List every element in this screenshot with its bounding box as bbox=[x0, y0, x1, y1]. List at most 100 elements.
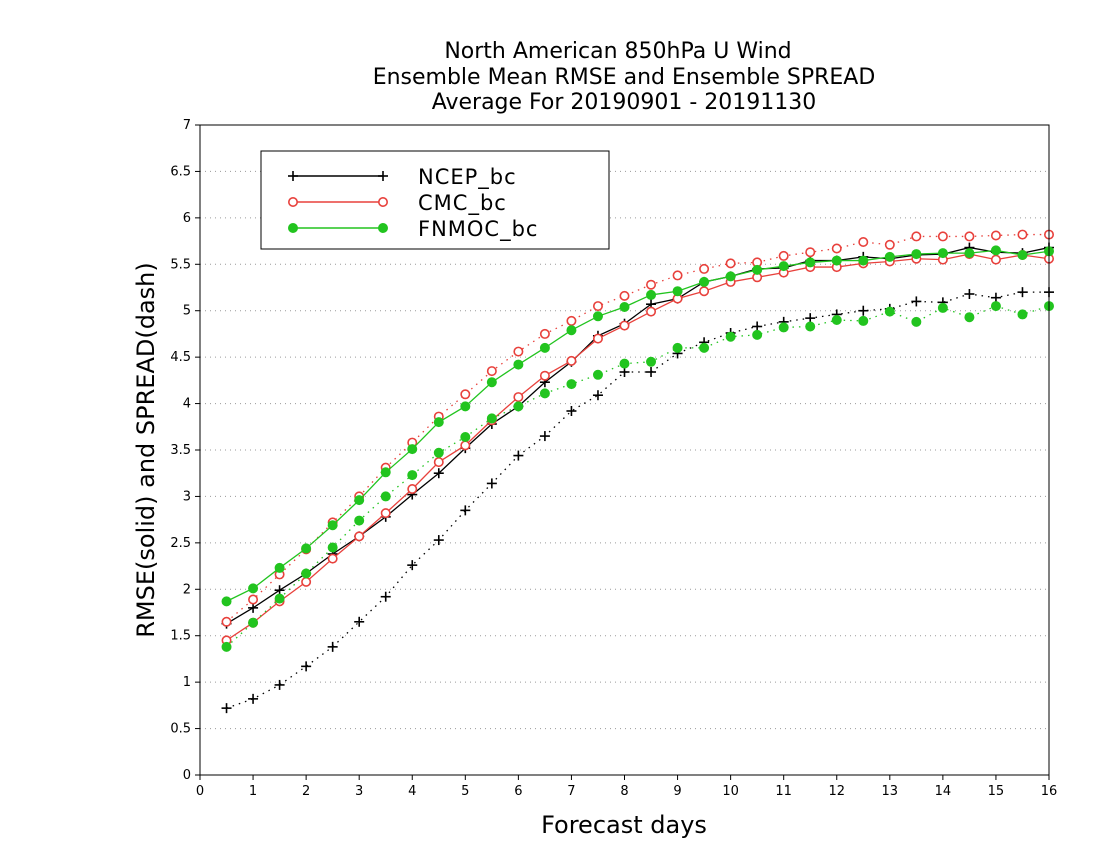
point-cmc-bc-rmse bbox=[990, 254, 1001, 265]
point-fnmoc-bc-rmse bbox=[646, 289, 657, 300]
point-fnmoc-bc-spread bbox=[646, 356, 657, 367]
point-fnmoc-bc-rmse bbox=[460, 401, 471, 412]
y-tick-label: 1.5 bbox=[170, 629, 191, 644]
point-fnmoc-bc-rmse bbox=[911, 249, 922, 260]
y-tick-label: 5.5 bbox=[170, 257, 191, 272]
point-cmc-bc-rmse bbox=[354, 531, 365, 542]
y-tick-label: 5 bbox=[183, 304, 191, 319]
point-fnmoc-bc-rmse bbox=[990, 245, 1001, 256]
x-tick-label: 0 bbox=[196, 784, 204, 799]
point-cmc-bc-spread bbox=[486, 366, 497, 377]
point-cmc-bc-rmse bbox=[407, 483, 418, 494]
point-fnmoc-bc-spread bbox=[672, 342, 683, 353]
point-fnmoc-bc-spread bbox=[619, 358, 630, 369]
point-ncep-bc-spread bbox=[248, 693, 259, 704]
point-fnmoc-bc-spread bbox=[911, 316, 922, 327]
y-tick-label: 7 bbox=[183, 118, 191, 133]
point-cmc-bc-spread bbox=[1017, 229, 1028, 240]
point-cmc-bc-spread bbox=[699, 263, 710, 274]
point-fnmoc-bc-spread bbox=[274, 593, 285, 604]
point-fnmoc-bc-rmse bbox=[831, 255, 842, 266]
point-fnmoc-bc-rmse bbox=[672, 286, 683, 297]
point-ncep-bc-rmse bbox=[274, 585, 285, 596]
point-ncep-bc-spread bbox=[805, 313, 816, 324]
point-fnmoc-bc-rmse bbox=[248, 583, 259, 594]
point-ncep-bc-spread bbox=[460, 505, 471, 516]
point-fnmoc-bc-spread bbox=[752, 329, 763, 340]
point-cmc-bc-spread bbox=[964, 231, 975, 242]
point-fnmoc-bc-rmse bbox=[486, 377, 497, 388]
point-fnmoc-bc-rmse bbox=[778, 261, 789, 272]
point-fnmoc-bc-rmse bbox=[327, 520, 338, 531]
point-ncep-bc-spread bbox=[221, 703, 232, 714]
point-cmc-bc-rmse bbox=[433, 457, 444, 468]
point-cmc-bc-rmse bbox=[513, 392, 524, 403]
line-cmc-bc-spread bbox=[226, 233, 1049, 623]
point-fnmoc-bc-rmse bbox=[539, 342, 550, 353]
point-ncep-bc-spread bbox=[1017, 287, 1028, 298]
point-fnmoc-bc-spread bbox=[248, 617, 259, 628]
point-ncep-bc-spread bbox=[990, 292, 1001, 303]
x-tick-label: 13 bbox=[882, 784, 899, 799]
y-tick-label: 2 bbox=[183, 582, 191, 597]
x-tick-label: 9 bbox=[673, 784, 681, 799]
x-tick-label: 3 bbox=[355, 784, 363, 799]
line-fnmoc-bc-rmse bbox=[226, 249, 1050, 602]
point-cmc-bc-spread bbox=[911, 231, 922, 242]
point-fnmoc-bc-rmse bbox=[433, 417, 444, 428]
point-fnmoc-bc-rmse bbox=[274, 562, 285, 573]
point-cmc-bc-rmse bbox=[619, 320, 630, 331]
point-fnmoc-bc-spread bbox=[805, 321, 816, 332]
point-cmc-bc-spread bbox=[619, 290, 630, 301]
point-fnmoc-bc-spread bbox=[1017, 309, 1028, 320]
x-tick-label: 6 bbox=[514, 784, 522, 799]
point-ncep-bc-spread bbox=[964, 289, 975, 299]
point-cmc-bc-spread bbox=[539, 328, 550, 339]
point-cmc-bc-spread bbox=[672, 270, 683, 281]
point-fnmoc-bc-spread bbox=[592, 369, 603, 380]
point-cmc-bc-spread bbox=[646, 279, 657, 290]
legend-label: CMC_bc bbox=[418, 191, 507, 216]
series-fnmoc-bc-spread bbox=[221, 301, 1054, 652]
series-cmc-bc-spread bbox=[221, 229, 1055, 627]
point-fnmoc-bc-spread bbox=[937, 302, 948, 313]
point-fnmoc-bc-rmse bbox=[725, 271, 736, 282]
point-cmc-bc-spread bbox=[937, 231, 948, 242]
point-ncep-bc-spread bbox=[911, 296, 922, 307]
point-fnmoc-bc-spread bbox=[566, 379, 577, 390]
point-fnmoc-bc-spread bbox=[831, 315, 842, 325]
point-cmc-bc-spread bbox=[248, 594, 259, 605]
point-cmc-bc-rmse bbox=[699, 286, 710, 297]
x-tick-label: 12 bbox=[828, 784, 845, 799]
legend-entry-cmc-bc: CMC_bc bbox=[287, 191, 507, 216]
point-fnmoc-bc-spread bbox=[433, 447, 444, 458]
series-layer bbox=[221, 229, 1055, 714]
point-fnmoc-bc-spread bbox=[725, 331, 736, 342]
point-fnmoc-bc-spread bbox=[354, 515, 365, 526]
point-ncep-bc-rmse bbox=[248, 602, 259, 613]
point-cmc-bc-spread bbox=[460, 389, 471, 400]
point-fnmoc-bc-spread bbox=[486, 413, 497, 424]
point-cmc-bc-spread bbox=[778, 250, 789, 261]
point-fnmoc-bc-rmse bbox=[221, 596, 232, 607]
legend-marker bbox=[288, 223, 298, 233]
series-fnmoc-bc-rmse bbox=[221, 245, 1054, 607]
y-tick-label: 1 bbox=[183, 675, 191, 690]
series-ncep-bc-spread bbox=[221, 287, 1054, 714]
point-ncep-bc-spread bbox=[513, 450, 524, 461]
point-fnmoc-bc-spread bbox=[513, 401, 524, 412]
legend-marker bbox=[288, 171, 298, 181]
point-fnmoc-bc-rmse bbox=[1017, 250, 1028, 260]
chart-title: North American 850hPa U Wind Ensemble Me… bbox=[373, 39, 876, 115]
y-tick-label: 3 bbox=[183, 489, 191, 504]
line-fnmoc-bc-spread bbox=[226, 305, 1050, 648]
legend-entry-fnmoc-bc: FNMOC_bc bbox=[288, 217, 537, 242]
point-ncep-bc-spread bbox=[301, 661, 312, 672]
point-cmc-bc-spread bbox=[566, 315, 577, 326]
point-ncep-bc-spread bbox=[646, 367, 657, 377]
point-ncep-bc-spread bbox=[433, 535, 444, 546]
point-fnmoc-bc-rmse bbox=[964, 248, 975, 259]
point-cmc-bc-spread bbox=[592, 301, 603, 312]
y-tick-label: 6 bbox=[183, 211, 191, 226]
